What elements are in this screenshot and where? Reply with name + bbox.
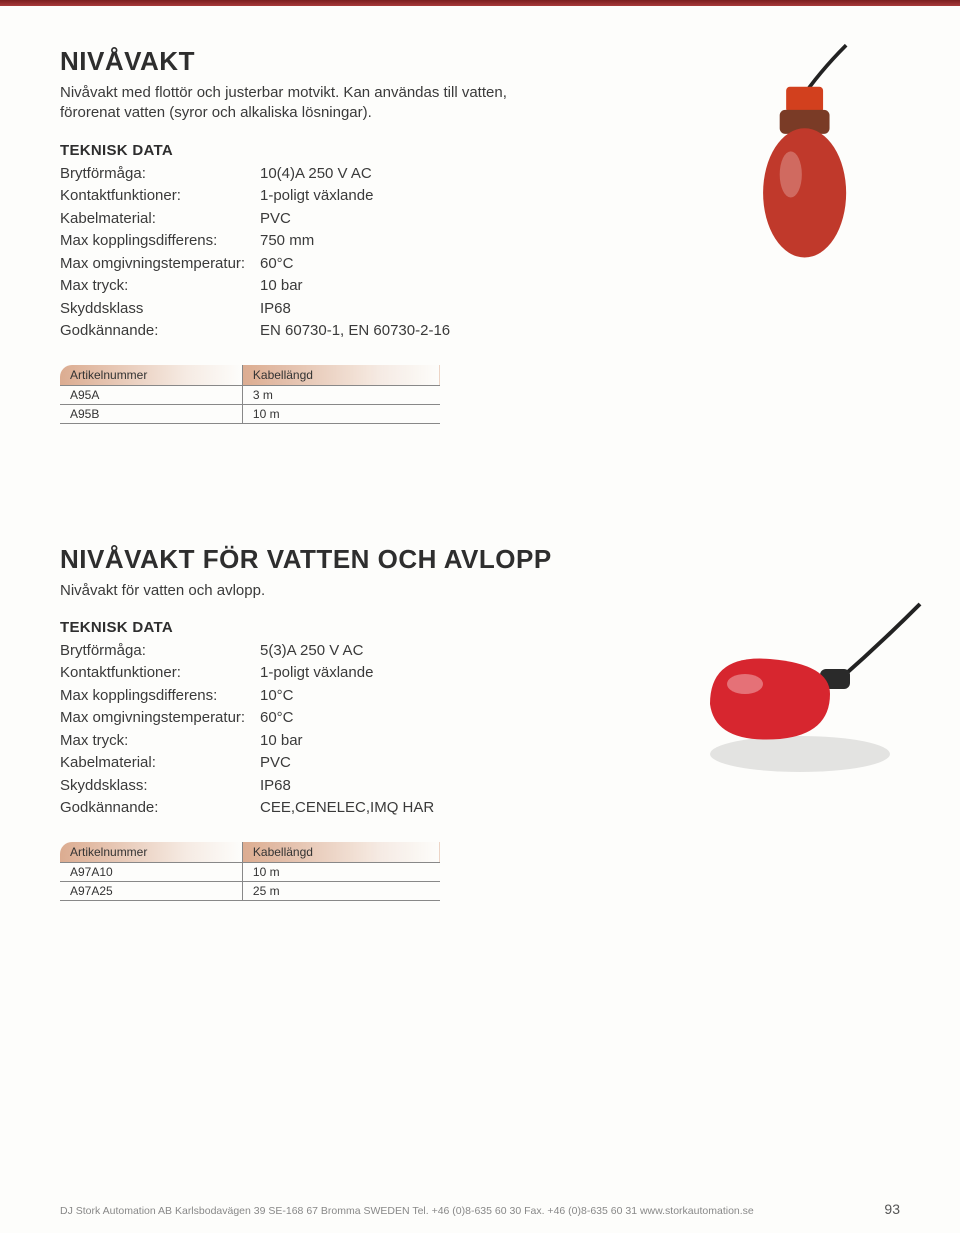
spec-value: 10(4)A 250 V AC	[260, 163, 372, 186]
spec-label: Max omgivningstemperatur:	[60, 253, 260, 276]
table-header-label: Kabellängd	[253, 368, 430, 382]
section-nivavakt: NIVÅVAKT Nivåvakt med flottör och juster…	[60, 46, 900, 424]
page-content: NIVÅVAKT Nivåvakt med flottör och juster…	[0, 6, 960, 901]
table-cell: 10 m	[242, 404, 440, 423]
spec-value: 10 bar	[260, 275, 303, 298]
section2-table: Artikelnummer Kabellängd A97A10 10 m A97…	[60, 842, 440, 901]
table-header-label: Kabellängd	[253, 845, 430, 859]
table-header: Kabellängd	[242, 365, 440, 386]
spec-label: Godkännande:	[60, 797, 260, 820]
spec-label: Max omgivningstemperatur:	[60, 707, 260, 730]
spec-value: 750 mm	[260, 230, 314, 253]
section1-description: Nivåvakt med flottör och justerbar motvi…	[60, 83, 520, 124]
spec-value: PVC	[260, 752, 291, 775]
footer-text: DJ Stork Automation AB Karlsbodavägen 39…	[60, 1205, 754, 1217]
table-cell: 25 m	[242, 881, 440, 900]
spec-label: Max tryck:	[60, 730, 260, 753]
table-row: A95B 10 m	[60, 404, 440, 423]
spec-label: Skyddsklass:	[60, 775, 260, 798]
product-image-float-1	[670, 36, 930, 276]
spec-value: 1-poligt växlande	[260, 662, 373, 685]
spec-label: Kontaktfunktioner:	[60, 662, 260, 685]
spec-label: Skyddsklass	[60, 298, 260, 321]
spec-value: EN 60730-1, EN 60730-2-16	[260, 320, 450, 343]
table-header-row: Artikelnummer Kabellängd	[60, 842, 440, 863]
spec-value: 10 bar	[260, 730, 303, 753]
table-row: A95A 3 m	[60, 385, 440, 404]
section-nivavakt-avlopp: NIVÅVAKT FÖR VATTEN OCH AVLOPP Nivåvakt …	[60, 544, 900, 901]
spec-value: PVC	[260, 208, 291, 231]
spec-row: SkyddsklassIP68	[60, 298, 900, 321]
table-cell: A95B	[60, 404, 242, 423]
spec-label: Kabelmaterial:	[60, 208, 260, 231]
spec-value: 1-poligt växlande	[260, 185, 373, 208]
table-cell: 10 m	[242, 862, 440, 881]
spec-row: Max tryck:10 bar	[60, 275, 900, 298]
spec-row: Godkännande:EN 60730-1, EN 60730-2-16	[60, 320, 900, 343]
table-header: Kabellängd	[242, 842, 440, 863]
spec-value: 10°C	[260, 685, 294, 708]
page-footer: DJ Stork Automation AB Karlsbodavägen 39…	[0, 1201, 960, 1217]
spec-label: Max tryck:	[60, 275, 260, 298]
table-header-label: Artikelnummer	[70, 845, 232, 859]
table-header: Artikelnummer	[60, 842, 242, 863]
table-row: A97A25 25 m	[60, 881, 440, 900]
section2-title: NIVÅVAKT FÖR VATTEN OCH AVLOPP	[60, 544, 900, 575]
table-row: A97A10 10 m	[60, 862, 440, 881]
spec-label: Brytförmåga:	[60, 163, 260, 186]
section2-description: Nivåvakt för vatten och avlopp.	[60, 581, 520, 601]
table-cell: 3 m	[242, 385, 440, 404]
table-cell: A97A10	[60, 862, 242, 881]
footer-page-number: 93	[884, 1201, 900, 1217]
table-header-label: Artikelnummer	[70, 368, 232, 382]
table-header: Artikelnummer	[60, 365, 242, 386]
product-image-float-2	[670, 574, 930, 814]
spec-label: Godkännande:	[60, 320, 260, 343]
spec-value: IP68	[260, 775, 291, 798]
spec-label: Max kopplingsdifferens:	[60, 230, 260, 253]
spec-label: Kabelmaterial:	[60, 752, 260, 775]
table-header-row: Artikelnummer Kabellängd	[60, 365, 440, 386]
spec-value: 5(3)A 250 V AC	[260, 640, 363, 663]
spec-value: IP68	[260, 298, 291, 321]
section1-table: Artikelnummer Kabellängd A95A 3 m A95B 1…	[60, 365, 440, 424]
spec-value: 60°C	[260, 253, 294, 276]
spec-value: CEE,CENELEC,IMQ HAR	[260, 797, 434, 820]
spec-label: Brytförmåga:	[60, 640, 260, 663]
spec-label: Kontaktfunktioner:	[60, 185, 260, 208]
spec-value: 60°C	[260, 707, 294, 730]
spec-label: Max kopplingsdifferens:	[60, 685, 260, 708]
table-cell: A97A25	[60, 881, 242, 900]
table-cell: A95A	[60, 385, 242, 404]
